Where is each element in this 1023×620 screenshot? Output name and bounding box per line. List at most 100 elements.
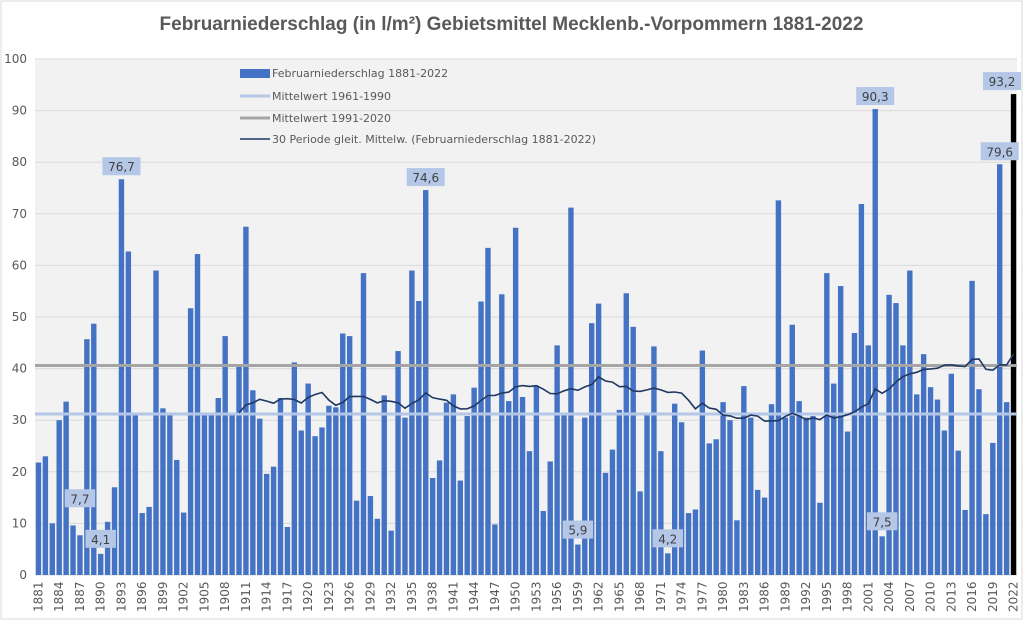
bar-1921 [312,436,318,575]
bar-1899 [160,408,166,575]
bar-1982 [734,520,740,575]
data-label-box [64,489,96,508]
data-label: 4,1 [91,533,110,547]
bar-1979 [713,439,719,575]
bar-1905 [201,412,208,575]
x-tick-label: 1905 [197,581,211,612]
bar-1882 [42,456,49,575]
bar-2010 [927,387,934,575]
x-tick-label: 1950 [509,581,523,612]
bar-1932 [388,530,394,575]
x-tick-label: 1974 [675,581,689,612]
y-tick-label: 100 [4,52,27,66]
bar-1998 [844,431,851,575]
bar-1942 [457,480,463,575]
bar-1896 [139,513,145,575]
x-tick-label: 2001 [861,581,875,612]
bar-1990 [789,324,795,575]
bar-1978 [706,443,712,575]
bar-1960 [582,417,588,575]
x-tick-label: 1995 [820,581,834,612]
bar-1995 [824,273,830,575]
bar-1906 [208,412,215,575]
x-tick-label: 2022 [1007,581,1021,612]
bar-1885 [63,401,69,575]
x-tick-label: 2016 [965,581,979,612]
x-tick-label: 1881 [31,581,45,612]
data-label: 93,2 [989,75,1016,89]
bar-2004 [886,294,892,575]
x-tick-label: 1923 [322,581,336,612]
x-tick-label: 1911 [239,581,253,612]
bar-2021 [1003,402,1010,575]
bar-1881 [35,462,42,575]
bar-1949 [506,401,512,575]
x-tick-label: 1983 [737,581,751,612]
legend-entry: Mittelwert 1961-1990 [272,90,391,103]
x-tick-label: 1941 [446,581,460,612]
bar-1900 [167,415,173,575]
bar-1972 [665,553,671,575]
bar-1954 [540,511,546,575]
bar-1992 [803,417,809,575]
x-tick-label: 1932 [384,581,398,612]
data-label: 74,6 [412,171,439,185]
x-tick-label: 1890 [94,581,108,612]
bar-1931 [381,395,387,575]
x-tick-label: 1977 [695,581,709,612]
bar-1929 [367,496,374,575]
legend-entry: Mittelwert 1991-2020 [272,112,391,125]
bar-1889 [91,323,97,575]
bar-1991 [796,401,802,575]
bar-1956 [554,345,560,575]
bar-1981 [727,420,733,575]
bar-1967 [630,326,636,575]
bar-1939 [436,460,443,575]
bar-1911 [243,226,249,575]
bar-2006 [900,345,906,575]
data-label-box [406,168,445,187]
data-label: 5,9 [568,524,587,538]
bar-1959 [575,544,581,575]
moving-average-line [238,353,1015,422]
x-tick-label: 1989 [778,581,792,612]
y-tick-label: 20 [12,465,27,479]
bar-1974 [678,422,685,575]
data-label: 76,7 [108,160,135,174]
bar-1984 [748,417,754,575]
bar-1987 [768,404,775,575]
x-tick-label: 2004 [882,581,896,612]
bar-1922 [319,427,325,575]
bar-1994 [817,502,823,575]
bar-1975 [685,513,692,575]
bar-1908 [222,336,228,575]
x-tick-label: 1884 [52,581,66,612]
bar-1924 [333,407,339,575]
bar-1890 [98,553,104,575]
x-tick-label: 1935 [405,581,419,612]
x-tick-label: 1917 [280,581,294,612]
y-tick-label: 90 [12,104,27,118]
legend-entry: Februarniederschlag 1881-2022 [272,67,448,80]
bar-1971 [658,451,664,575]
x-tick-label: 1962 [592,581,606,612]
legend-swatch-bars [240,69,270,78]
bar-1955 [547,461,553,575]
bar-1901 [174,459,180,575]
data-label-box [856,87,895,106]
data-label: 90,3 [862,90,889,104]
bar-1941 [450,394,457,575]
x-tick-label: 1920 [301,581,315,612]
bar-1925 [340,333,346,575]
bar-2019 [990,442,996,575]
bar-1917 [284,527,291,575]
bar-1940 [443,402,450,575]
bar-1903 [187,308,194,575]
bar-1986 [761,497,768,575]
bar-1887 [77,535,83,575]
bar-2008 [914,394,920,575]
y-tick-label: 0 [19,568,27,582]
bar-1973 [671,403,678,575]
bar-1983 [741,386,747,575]
